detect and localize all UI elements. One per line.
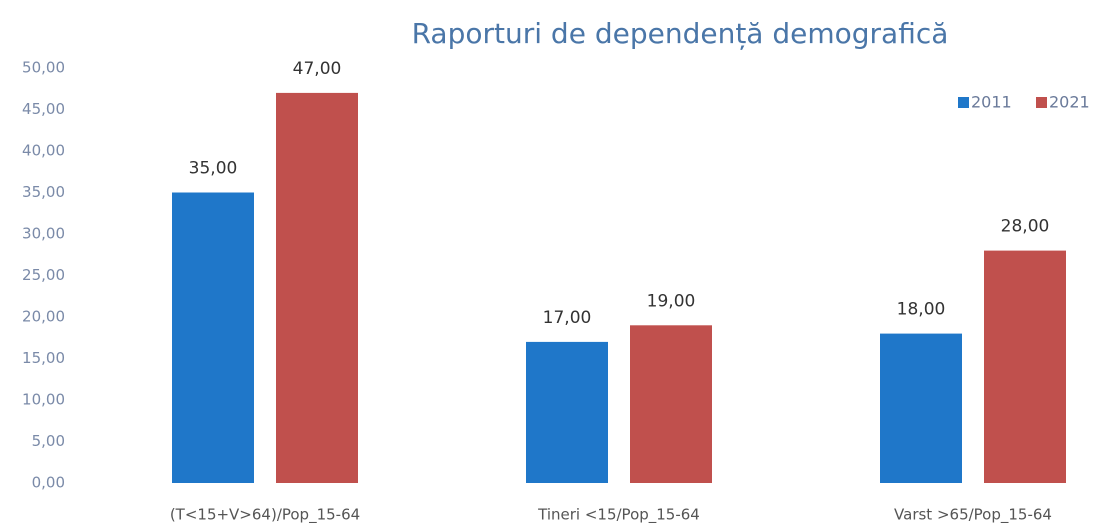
bar [880,333,962,483]
y-tick-label: 5,00 [32,432,65,450]
y-tick-label: 10,00 [22,391,65,409]
chart-title: Raporturi de dependență demografică [412,17,949,50]
bar [984,250,1066,483]
y-tick-label: 30,00 [22,225,65,243]
value-label: 35,00 [189,159,238,179]
bar [526,341,608,483]
value-label: 19,00 [647,291,696,311]
legend-swatch [1036,97,1047,108]
y-tick-label: 15,00 [22,349,65,367]
x-tick-label: Tineri <15/Pop_15-64 [537,506,700,525]
y-tick-label: 50,00 [22,59,65,77]
bar [276,92,358,484]
y-tick-label: 25,00 [22,266,65,284]
legend-label: 2011 [971,93,1012,112]
y-tick-label: 40,00 [22,142,65,160]
value-label: 17,00 [543,308,592,328]
bar [630,325,712,483]
x-tick-label: (T<15+V>64)/Pop_15-64 [170,506,360,525]
value-label: 47,00 [293,59,342,79]
value-label: 28,00 [1001,217,1050,237]
y-tick-label: 0,00 [32,474,65,492]
bar [172,192,254,483]
y-tick-label: 45,00 [22,100,65,118]
y-tick-label: 20,00 [22,308,65,326]
legend-swatch [958,97,969,108]
y-tick-label: 35,00 [22,183,65,201]
value-label: 18,00 [897,300,946,320]
legend-label: 2021 [1049,93,1090,112]
x-tick-label: Varst >65/Pop_15-64 [894,506,1052,525]
